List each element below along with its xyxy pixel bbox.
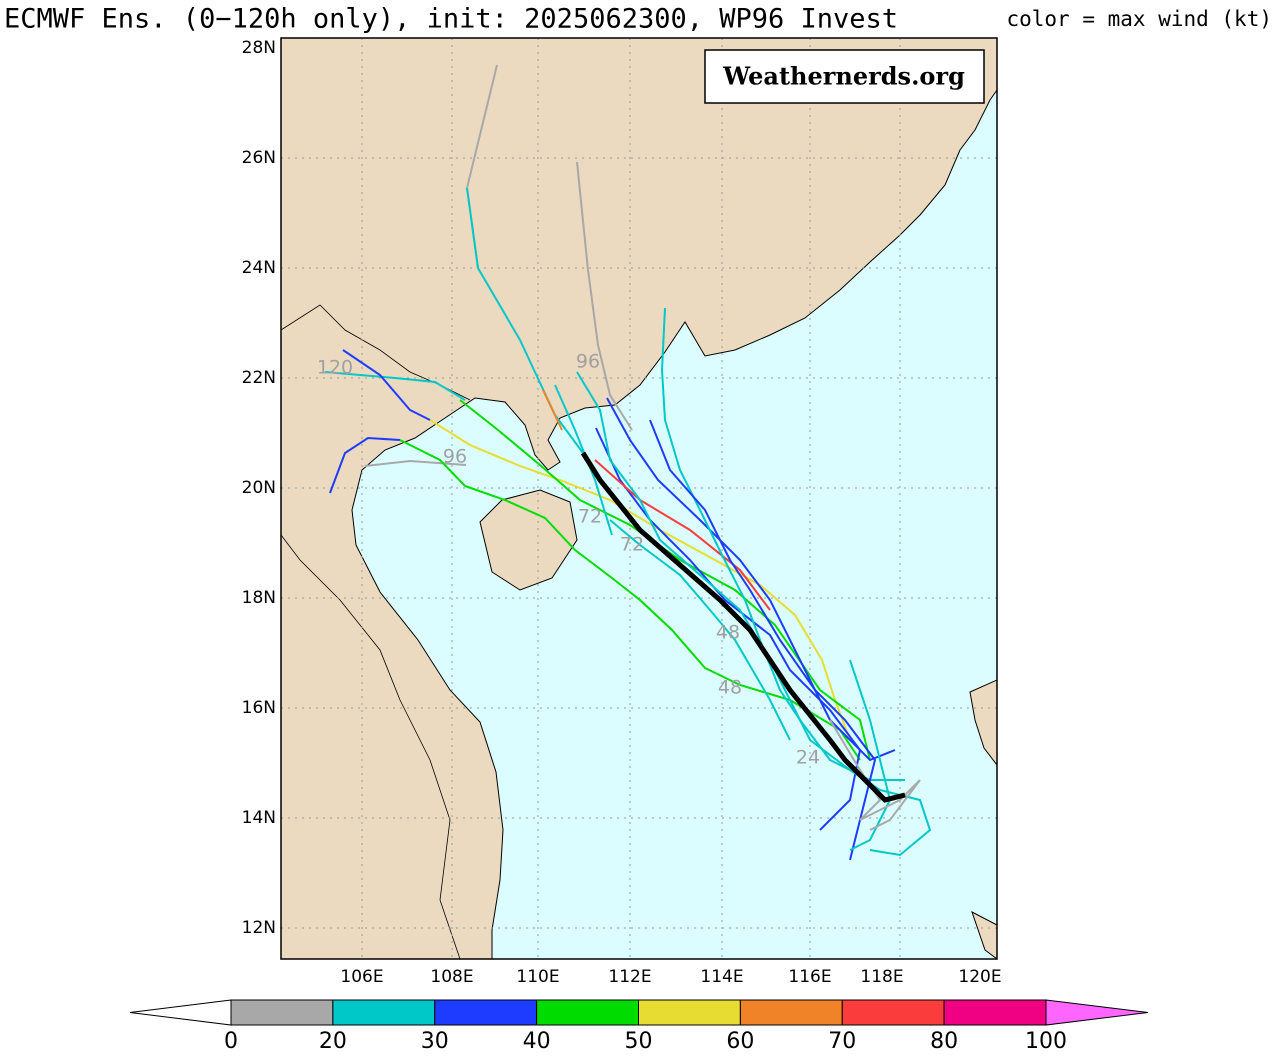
lon-label: 120E [958, 967, 1001, 987]
lat-label: 22N [242, 368, 276, 388]
colorbar-segment [841, 999, 945, 1026]
colorbar-label: 50 [625, 1029, 653, 1054]
colorbar-segment [638, 999, 741, 1026]
lon-label: 108E [430, 967, 473, 987]
track-hour-label: 96 [443, 446, 467, 468]
track-hour-label: 48 [718, 677, 742, 699]
track-hour-label: 96 [576, 351, 600, 373]
land [281, 38, 997, 959]
lat-label: 24N [242, 258, 276, 278]
lon-label: 106E [340, 967, 383, 987]
map: Weathernerds.org [281, 38, 997, 959]
lat-label: 26N [242, 148, 276, 168]
colorbar-label: 70 [828, 1029, 856, 1054]
lon-label: 110E [516, 967, 559, 987]
colorbar-label: 40 [523, 1029, 551, 1054]
colorbar-label: 20 [319, 1029, 347, 1054]
lon-label: 114E [700, 967, 743, 987]
colorbar-segment [739, 999, 843, 1026]
colorbar-over [1045, 999, 1149, 1026]
lon-label: 116E [788, 967, 831, 987]
lat-label: 20N [242, 478, 276, 498]
lat-label: 18N [242, 588, 276, 608]
colorbar-under [129, 999, 232, 1026]
lat-label: 12N [242, 918, 276, 938]
map-frame [280, 37, 998, 960]
watermark-box [704, 49, 985, 104]
track-hour-label: 72 [578, 506, 602, 528]
colorbar-segment [943, 999, 1047, 1026]
colorbar-label: 100 [1025, 1029, 1067, 1054]
tracks [324, 64, 932, 861]
colorbar-label: 30 [421, 1029, 449, 1054]
lon-label: 118E [860, 967, 903, 987]
track-hour-label: 24 [796, 747, 820, 769]
colorbar-segment [332, 999, 436, 1026]
colorbar-label: 0 [224, 1029, 238, 1054]
colorbar-label: 80 [930, 1029, 958, 1054]
title: ECMWF Ens. (0−120h only), init: 20250623… [4, 4, 898, 35]
lat-label: 28N [242, 38, 276, 58]
track-hour-label: 120 [317, 357, 353, 379]
lat-label: 16N [242, 698, 276, 718]
track-hour-label: 48 [716, 622, 740, 644]
colorbar-segment [230, 999, 334, 1026]
track-hour-label: 72 [620, 534, 644, 556]
colorbar-segment [536, 999, 639, 1026]
colorbar-label: 60 [726, 1029, 754, 1054]
lon-label: 112E [608, 967, 651, 987]
legend-note: color = max wind (kt) [1006, 7, 1272, 31]
watermark: Weathernerds.org [722, 62, 965, 91]
lat-label: 14N [242, 808, 276, 828]
colorbar-segment [434, 999, 538, 1026]
